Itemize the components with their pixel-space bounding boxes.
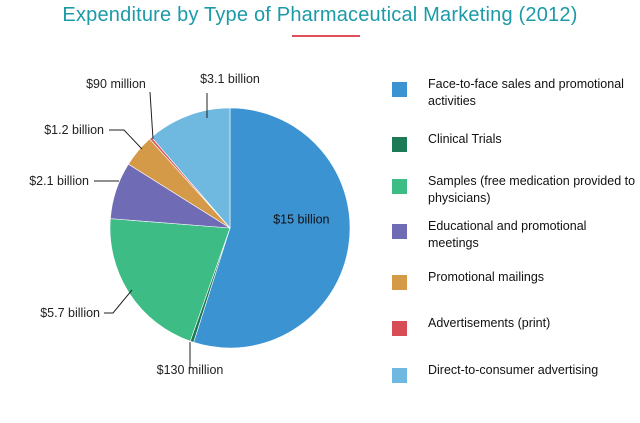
pie-slice-7 <box>151 107 231 229</box>
legend-swatch <box>392 137 407 152</box>
slice-label-2: $130 million <box>157 363 224 377</box>
legend-swatch <box>392 179 407 194</box>
pie-slices <box>109 107 351 349</box>
legend-swatch <box>392 82 407 97</box>
leader-lines <box>94 91 208 368</box>
title-underline <box>292 35 360 37</box>
legend-label: Face-to-face sales and promotional activ… <box>428 77 624 108</box>
leader-line-6 <box>149 91 154 140</box>
pie-slice-1 <box>193 107 351 349</box>
chart-title: Expenditure by Type of Pharmaceutical Ma… <box>62 4 578 26</box>
legend-label: Promotional mailings <box>428 270 545 284</box>
legend-swatch <box>392 368 407 383</box>
legend-label: Educational and promotional meetings <box>428 219 587 250</box>
legend-label: Samples (free medication provided to phy… <box>428 174 636 205</box>
slice-labels: $15 billion $130 million $5.7 billion $2.1 … <box>29 72 329 377</box>
slice-label-4: $2.1 billion <box>29 174 89 188</box>
slice-label-7: $3.1 billion <box>200 72 260 86</box>
leader-line-5 <box>109 129 143 150</box>
legend-swatch <box>392 275 407 290</box>
leader-line-3 <box>104 289 133 314</box>
legend-label: Clinical Trials <box>428 132 502 146</box>
slice-label-5: $1.2 billion <box>44 123 104 137</box>
legend-label: Advertisements (print) <box>428 316 551 330</box>
slice-label-3: $5.7 billion <box>40 306 100 320</box>
legend-swatch <box>392 224 407 239</box>
legend-swatch <box>392 321 407 336</box>
slice-label-6: $90 million <box>86 77 146 91</box>
legend-label: Direct-to-consumer advertising <box>428 363 599 377</box>
slice-label-1: $15 billion <box>273 212 329 226</box>
